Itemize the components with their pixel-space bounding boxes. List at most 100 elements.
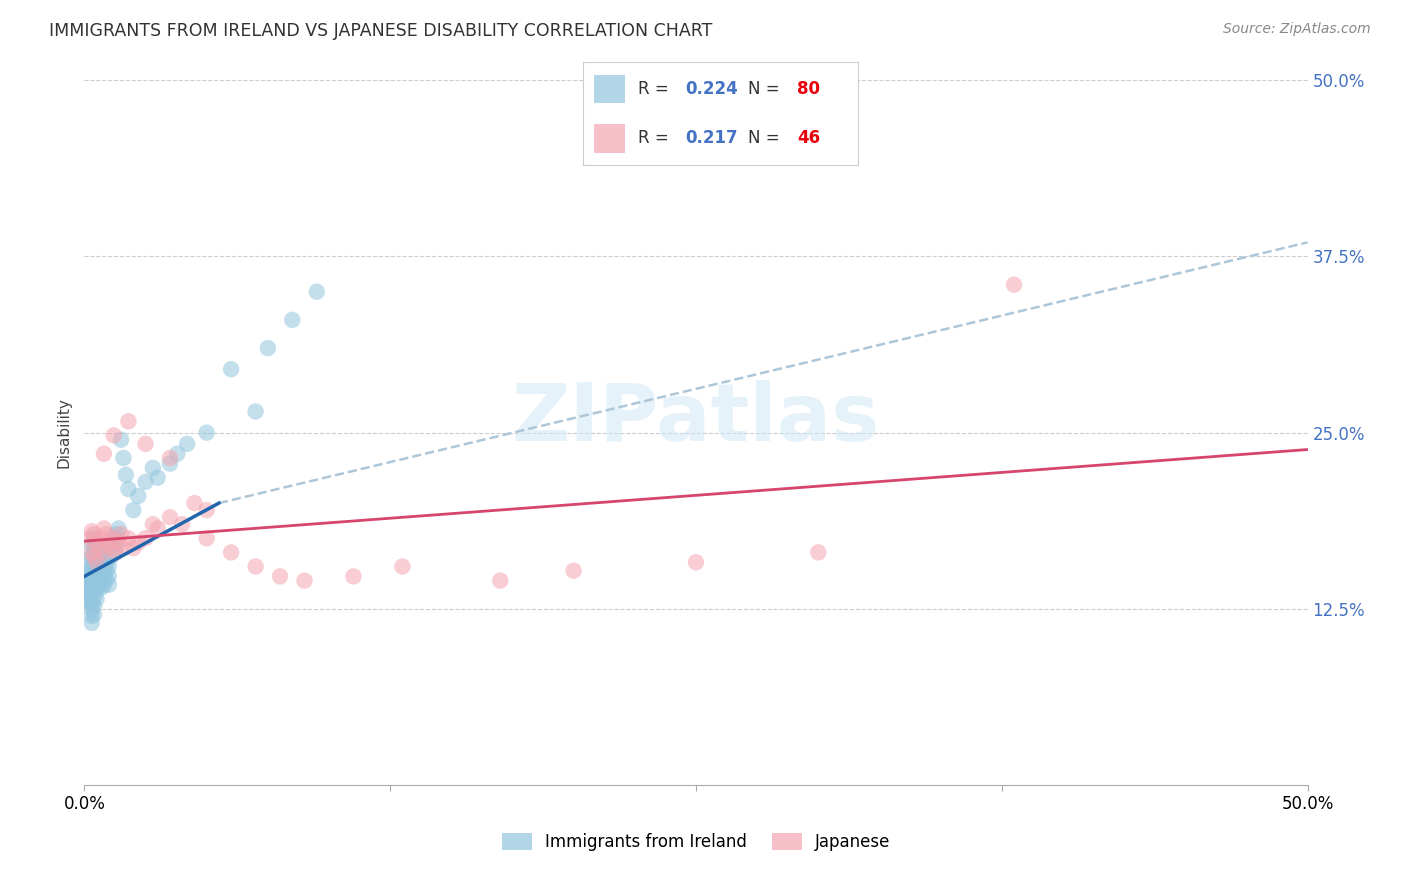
Point: [117, 532, 139, 546]
Point: [112, 450, 135, 465]
Point: [159, 457, 181, 471]
Point: [96, 527, 118, 541]
Point: [93, 521, 115, 535]
Point: [90, 572, 112, 586]
Bar: [595, 75, 624, 103]
Point: [97, 578, 120, 592]
Point: [159, 510, 181, 524]
Point: [342, 569, 364, 583]
Point: [117, 482, 139, 496]
Point: [107, 535, 129, 549]
Text: ZIPatlas: ZIPatlas: [512, 379, 880, 458]
Point: [281, 313, 304, 327]
Y-axis label: Disability: Disability: [56, 397, 72, 468]
Point: [80, 615, 103, 630]
Point: [83, 599, 105, 613]
Point: [105, 527, 128, 541]
Point: [100, 541, 122, 556]
Point: [97, 535, 120, 549]
Point: [83, 562, 105, 576]
Point: [96, 555, 118, 569]
Point: [245, 559, 267, 574]
Point: [87, 549, 110, 564]
Point: [87, 578, 110, 592]
Point: [80, 549, 103, 564]
Point: [86, 565, 108, 579]
Text: 0.217: 0.217: [685, 128, 738, 147]
Legend: Immigrants from Ireland, Japanese: Immigrants from Ireland, Japanese: [495, 826, 897, 858]
Point: [183, 496, 205, 510]
Point: [87, 541, 110, 556]
Point: [110, 433, 132, 447]
Text: R =: R =: [638, 128, 669, 147]
Point: [112, 541, 135, 556]
Point: [195, 532, 218, 546]
Point: [93, 549, 115, 564]
Text: 0.224: 0.224: [685, 79, 738, 97]
Text: R =: R =: [638, 79, 669, 97]
Point: [103, 428, 125, 442]
Point: [93, 545, 115, 559]
Point: [269, 569, 291, 583]
Point: [87, 541, 110, 556]
Point: [135, 475, 157, 489]
Bar: [595, 124, 624, 153]
Point: [391, 559, 413, 574]
Point: [76, 586, 98, 600]
Point: [77, 583, 100, 598]
Point: [142, 517, 165, 532]
Point: [83, 527, 105, 541]
Point: [103, 532, 125, 546]
Point: [80, 586, 103, 600]
Point: [83, 532, 105, 546]
Point: [685, 555, 707, 569]
Point: [90, 555, 112, 569]
Point: [83, 572, 105, 586]
Point: [122, 541, 145, 556]
Point: [83, 591, 105, 605]
Point: [135, 532, 157, 546]
Point: [103, 545, 125, 559]
Point: [305, 285, 328, 299]
Point: [86, 535, 108, 549]
Point: [489, 574, 512, 588]
Point: [105, 545, 128, 559]
Point: [93, 578, 115, 592]
Point: [146, 521, 169, 535]
Point: [103, 532, 125, 546]
Point: [80, 578, 103, 592]
Point: [80, 595, 103, 609]
Point: [100, 549, 122, 564]
Point: [93, 447, 115, 461]
Point: [76, 569, 98, 583]
Text: IMMIGRANTS FROM IRELAND VS JAPANESE DISABILITY CORRELATION CHART: IMMIGRANTS FROM IRELAND VS JAPANESE DISA…: [49, 22, 713, 40]
Point: [90, 581, 112, 595]
Point: [245, 404, 267, 418]
Point: [77, 564, 100, 578]
Point: [96, 572, 118, 586]
Point: [80, 559, 103, 574]
Text: 80: 80: [797, 79, 820, 97]
Point: [294, 574, 316, 588]
Point: [80, 545, 103, 559]
Point: [76, 578, 98, 592]
Point: [90, 545, 112, 559]
Point: [86, 535, 108, 549]
Point: [77, 574, 100, 588]
Point: [77, 552, 100, 566]
Text: N =: N =: [748, 79, 779, 97]
Point: [80, 601, 103, 615]
Point: [172, 517, 194, 532]
Point: [100, 538, 122, 552]
Point: [115, 467, 138, 482]
Point: [110, 527, 132, 541]
Point: [195, 503, 218, 517]
Point: [86, 545, 108, 559]
Point: [127, 489, 149, 503]
Point: [107, 521, 129, 535]
Point: [86, 555, 108, 569]
Point: [146, 471, 169, 485]
Point: [83, 549, 105, 564]
Point: [90, 532, 112, 546]
Point: [105, 538, 128, 552]
